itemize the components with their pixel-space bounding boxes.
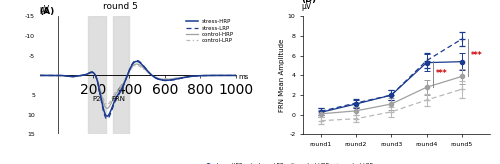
Y-axis label: FRN Mean Amplitude: FRN Mean Amplitude bbox=[279, 39, 285, 112]
Text: FRN: FRN bbox=[112, 96, 126, 102]
Bar bbox=[88, 16, 106, 134]
Text: (B): (B) bbox=[302, 0, 316, 4]
Text: ms: ms bbox=[238, 74, 248, 80]
Legend: stress-HRP, stress-LRP, control-HRP, control-LRP: stress-HRP, stress-LRP, control-HRP, con… bbox=[204, 163, 373, 164]
Text: ***: *** bbox=[436, 70, 448, 78]
Text: round 5: round 5 bbox=[103, 1, 138, 10]
Text: ***: *** bbox=[471, 51, 482, 60]
Bar bbox=[113, 16, 129, 134]
Text: μV: μV bbox=[302, 1, 312, 10]
Text: (A): (A) bbox=[39, 7, 54, 16]
Text: P2: P2 bbox=[93, 96, 102, 102]
Text: μV: μV bbox=[39, 5, 49, 14]
Legend: stress-HRP, stress-LRP, control-HRP, control-LRP: stress-HRP, stress-LRP, control-HRP, con… bbox=[186, 19, 234, 43]
